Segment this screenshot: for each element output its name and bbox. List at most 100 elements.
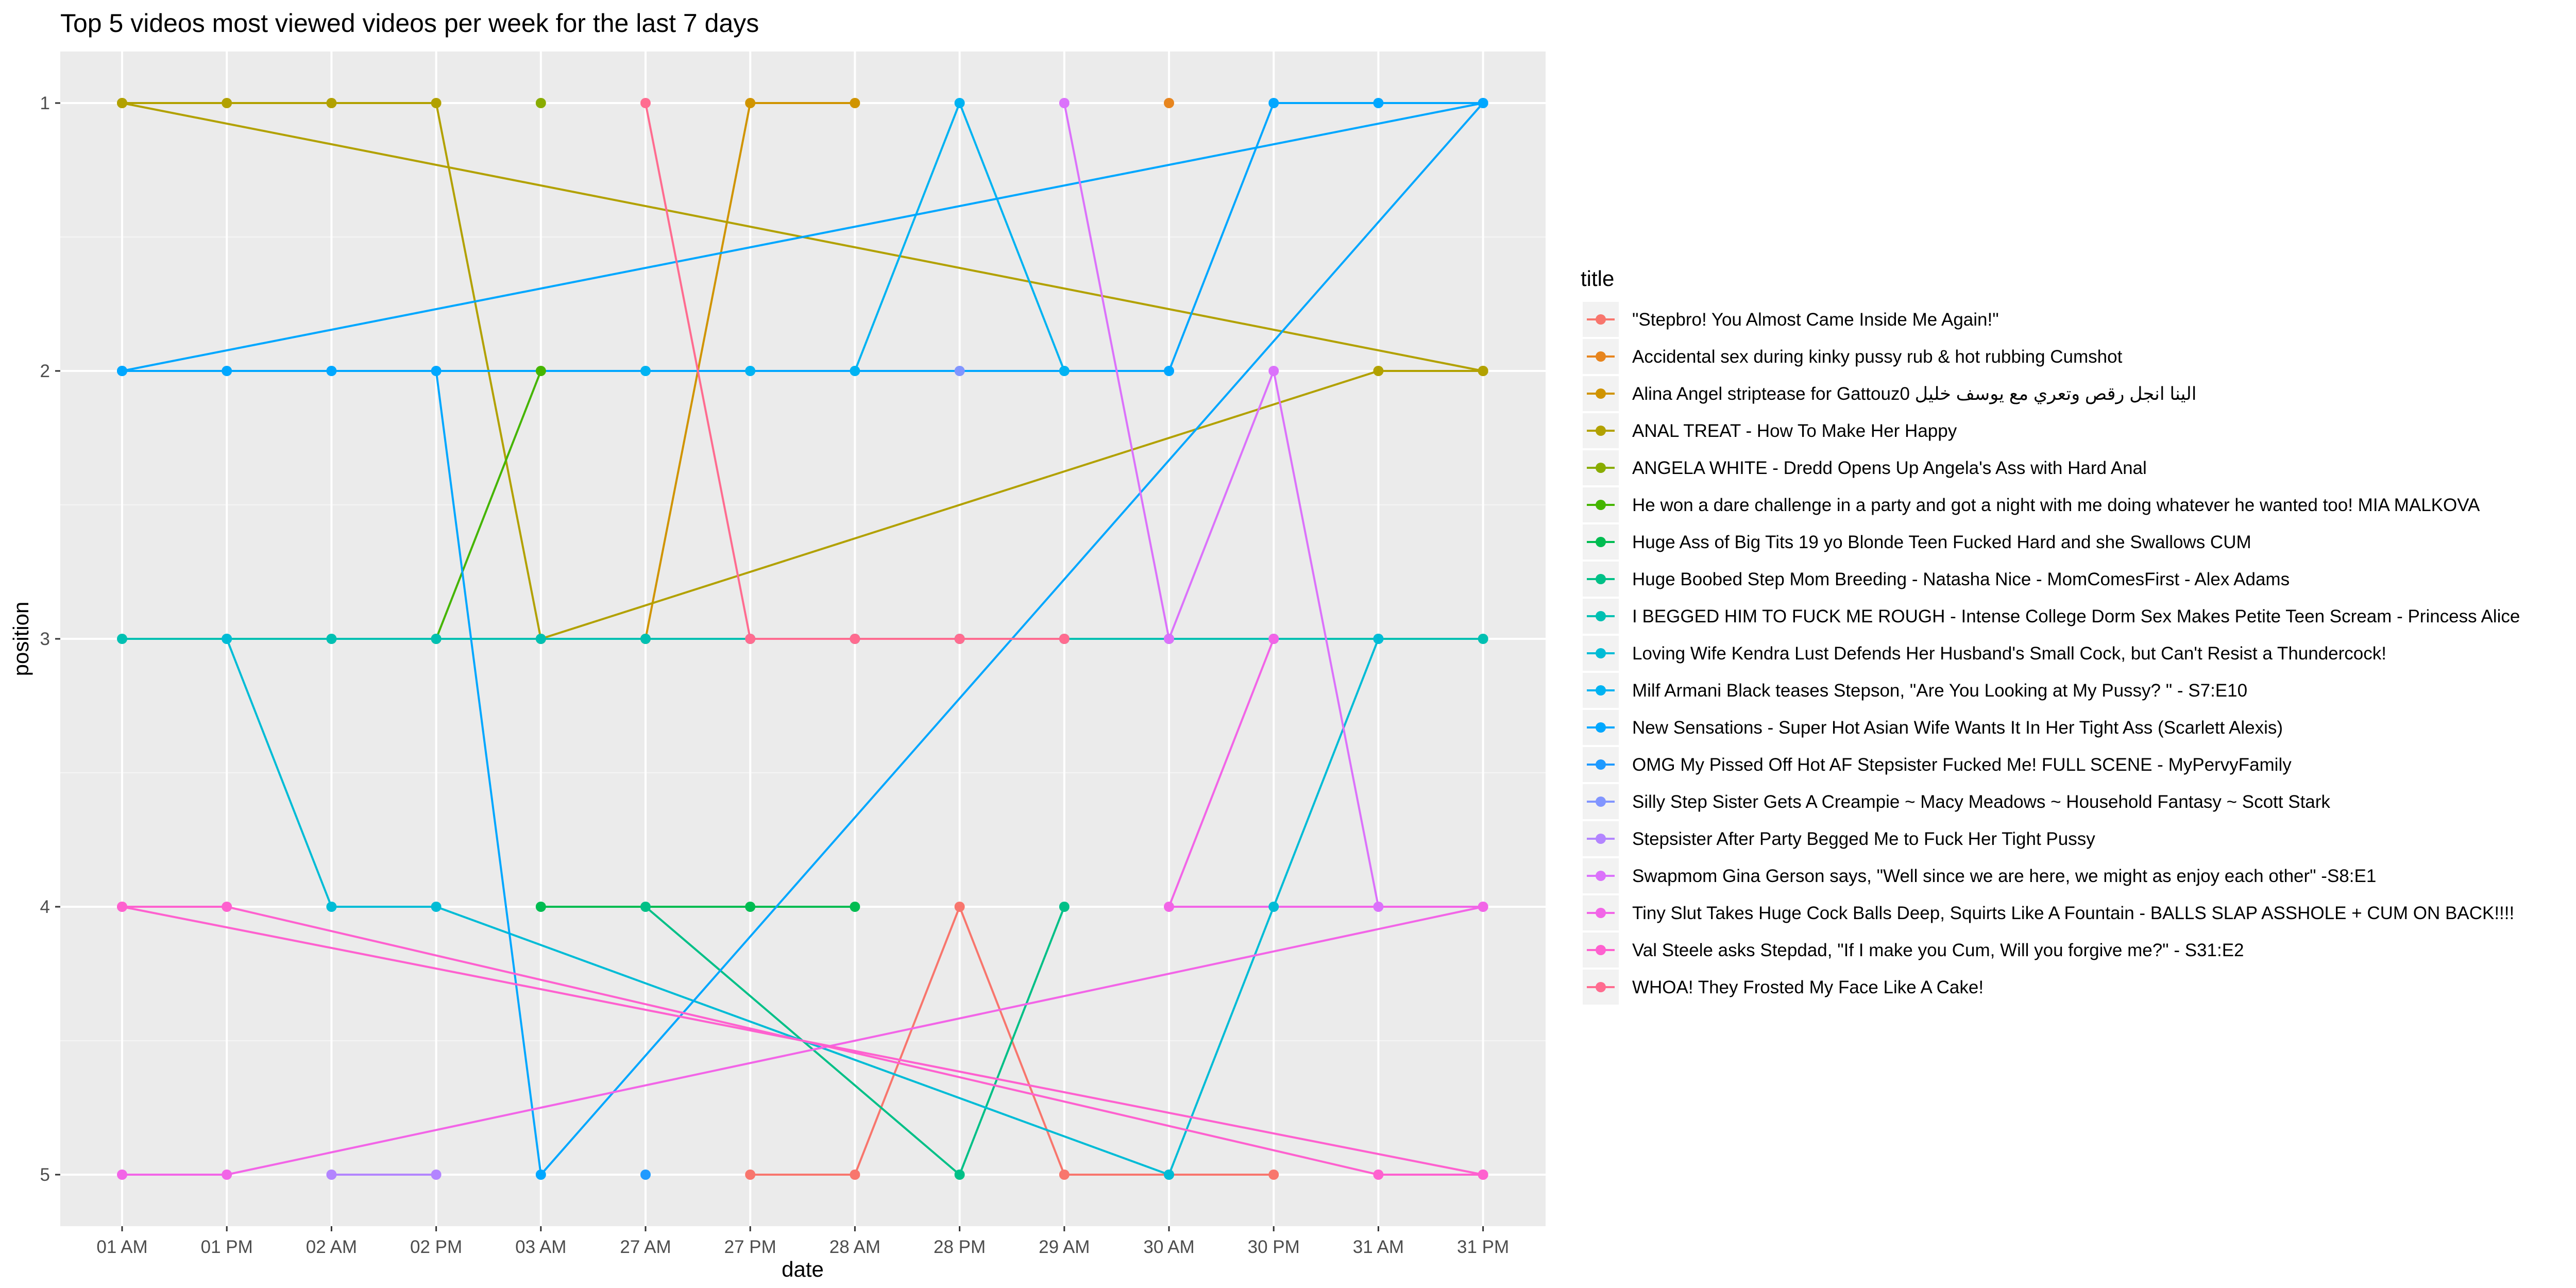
data-point — [1268, 366, 1279, 376]
legend-key-point — [1596, 351, 1606, 362]
data-point — [117, 634, 127, 644]
series-line — [435, 370, 542, 639]
legend-label: New Sensations - Super Hot Asian Wife Wa… — [1632, 718, 2283, 738]
legend-key-point — [1596, 648, 1606, 658]
legend-label: "Stepbro! You Almost Came Inside Me Agai… — [1632, 310, 1999, 330]
data-point — [326, 98, 337, 108]
data-point — [431, 902, 442, 912]
y-axis-title: position — [9, 602, 33, 676]
x-tick-label: 29 AM — [1039, 1237, 1090, 1257]
legend-item: New Sensations - Super Hot Asian Wife Wa… — [1583, 710, 2283, 745]
y-axis: 1 2 3 4 5 — [40, 93, 60, 1185]
legend-label: Huge Boobed Step Mom Breeding - Natasha … — [1632, 569, 2290, 589]
legend-item: Accidental sex during kinky pussy rub & … — [1583, 339, 2123, 374]
data-point — [640, 98, 651, 108]
legend-key-point — [1596, 500, 1606, 510]
legend-key-point — [1596, 871, 1606, 881]
y-tick-label: 5 — [40, 1165, 50, 1185]
y-tick-label: 1 — [40, 93, 50, 113]
legend-key-point — [1596, 463, 1606, 473]
data-point — [745, 902, 756, 912]
x-tick-label: 01 PM — [201, 1237, 253, 1257]
legend-label: Loving Wife Kendra Lust Defends Her Husb… — [1632, 643, 2386, 664]
x-tick-label: 28 AM — [829, 1237, 880, 1257]
legend-label: ANGELA WHITE - Dredd Opens Up Angela's A… — [1632, 458, 2147, 478]
data-point — [745, 1170, 756, 1180]
data-point — [1059, 366, 1070, 376]
data-point — [1373, 902, 1384, 912]
data-point — [1268, 98, 1279, 108]
data-point — [431, 98, 442, 108]
data-point — [1268, 634, 1279, 644]
data-point — [954, 98, 965, 108]
legend-key-point — [1596, 908, 1606, 918]
y-tick-label: 2 — [40, 361, 50, 381]
chart-title: Top 5 videos most viewed videos per week… — [60, 9, 759, 38]
legend-key-point — [1596, 388, 1606, 399]
data-point — [745, 366, 756, 376]
data-point — [431, 1170, 442, 1180]
data-point — [1268, 902, 1279, 912]
legend-key-point — [1596, 982, 1606, 992]
data-point — [1059, 1170, 1070, 1180]
data-point — [117, 902, 127, 912]
data-point — [117, 366, 127, 376]
legend-label: I BEGGED HIM TO FUCK ME ROUGH - Intense … — [1632, 606, 2520, 626]
legend-label: Tiny Slut Takes Huge Cock Balls Deep, Sq… — [1632, 903, 2514, 923]
legend-item: Alina Angel striptease for Gattouz0 الين… — [1583, 376, 2197, 411]
data-point — [850, 98, 860, 108]
legend: title "Stepbro! You Almost Came Inside M… — [1581, 266, 2520, 1005]
data-point — [850, 366, 860, 376]
legend-key-point — [1596, 759, 1606, 770]
legend-key-point — [1596, 945, 1606, 955]
legend-label: ANAL TREAT - How To Make Her Happy — [1632, 421, 1957, 441]
legend-label: Silly Step Sister Gets A Creampie ~ Macy… — [1632, 792, 2330, 812]
y-tick-label: 3 — [40, 629, 50, 649]
data-point — [1164, 1170, 1174, 1180]
x-tick-label: 30 AM — [1143, 1237, 1194, 1257]
data-point — [954, 902, 965, 912]
x-tick-label: 02 PM — [410, 1237, 462, 1257]
data-point — [640, 634, 651, 644]
data-point — [1478, 634, 1488, 644]
x-tick-label: 27 AM — [620, 1237, 671, 1257]
legend-label: Swapmom Gina Gerson says, "Well since we… — [1632, 866, 2376, 886]
legend-label: He won a dare challenge in a party and g… — [1632, 495, 2480, 515]
legend-item: WHOA! They Frosted My Face Like A Cake! — [1583, 970, 1984, 1005]
data-point — [1059, 98, 1070, 108]
legend-label: Huge Ass of Big Tits 19 yo Blonde Teen F… — [1632, 532, 2251, 552]
legend-key-point — [1596, 834, 1606, 844]
legend-item: "Stepbro! You Almost Came Inside Me Agai… — [1583, 302, 1999, 337]
legend-title: title — [1581, 266, 1614, 291]
data-point — [1478, 98, 1488, 108]
data-point — [431, 366, 442, 376]
data-point — [745, 98, 756, 108]
data-point — [1164, 366, 1174, 376]
series-line — [121, 906, 1484, 1176]
x-tick-label: 27 PM — [724, 1237, 776, 1257]
legend-item: Milf Armani Black teases Stepson, "Are Y… — [1583, 673, 2247, 708]
x-tick-label: 28 PM — [934, 1237, 986, 1257]
legend-item: Stepsister After Party Begged Me to Fuck… — [1583, 821, 2095, 856]
data-point — [1478, 1170, 1488, 1180]
legend-item: ANAL TREAT - How To Make Her Happy — [1583, 413, 1957, 448]
legend-label: OMG My Pissed Off Hot AF Stepsister Fuck… — [1632, 755, 2292, 775]
x-axis: 01 AM 01 PM 02 AM 02 PM 03 AM 27 AM 27 PM 28 AM… — [96, 1226, 1509, 1257]
data-point — [535, 902, 546, 912]
legend-item: He won a dare challenge in a party and g… — [1583, 487, 2480, 522]
data-point — [326, 1170, 337, 1180]
data-point — [1059, 634, 1070, 644]
data-point — [1373, 98, 1384, 108]
data-point — [954, 366, 965, 376]
legend-label: Alina Angel striptease for Gattouz0 الين… — [1632, 384, 2197, 404]
x-tick-label: 01 AM — [96, 1237, 147, 1257]
data-point — [1373, 634, 1384, 644]
legend-key-point — [1596, 574, 1606, 584]
data-point — [326, 634, 337, 644]
data-point — [326, 902, 337, 912]
data-point — [535, 634, 546, 644]
legend-item: Val Steele asks Stepdad, "If I make you … — [1583, 933, 2244, 968]
legend-item: Loving Wife Kendra Lust Defends Her Husb… — [1583, 636, 2386, 671]
x-tick-label: 31 AM — [1353, 1237, 1404, 1257]
